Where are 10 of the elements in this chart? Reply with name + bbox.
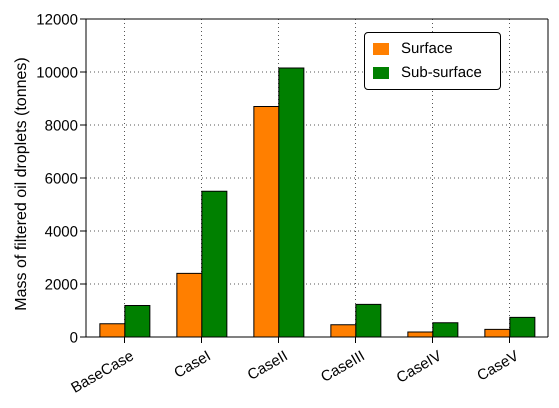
legend-label: Surface: [401, 40, 453, 57]
y-tick-label: 4000: [44, 223, 78, 240]
y-axis-title: Mass of filtered oil droplets (tonnes): [13, 57, 31, 311]
legend-label: Sub-surface: [401, 64, 482, 81]
y-tick-label: 10000: [36, 64, 78, 82]
y-tick-label: 8000: [44, 117, 78, 134]
y-tick-label: 2000: [44, 276, 78, 294]
y-tick-label: 6000: [44, 170, 78, 188]
y-tick-label: 0: [70, 329, 78, 346]
y-tick-label: 12000: [36, 11, 78, 28]
